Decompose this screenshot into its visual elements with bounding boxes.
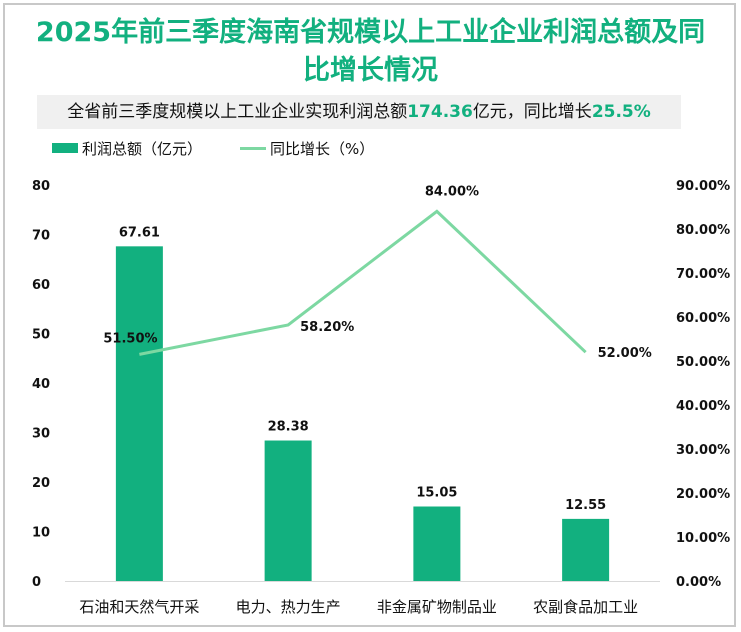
subtitle-total-value: 174.36 xyxy=(407,102,473,122)
left-axis-tick: 10 xyxy=(32,526,50,541)
category-label: 石油和天然气开采 xyxy=(79,598,199,616)
line-value-label: 84.00% xyxy=(425,184,479,199)
subtitle-growth-value: 25.5% xyxy=(591,102,651,122)
chart-frame xyxy=(3,3,736,627)
legend-line-label: 同比增长（%） xyxy=(270,139,375,158)
right-axis-tick: 0.00% xyxy=(676,575,721,590)
subtitle-prefix: 全省前三季度规模以上工业企业实现利润总额 xyxy=(67,102,408,122)
bar xyxy=(115,246,163,581)
bar-value-label: 28.38 xyxy=(268,420,309,435)
bar-value-label: 67.61 xyxy=(119,225,160,240)
legend-line-swatch xyxy=(240,146,267,150)
line-value-label: 52.00% xyxy=(598,346,652,361)
bar xyxy=(264,440,312,581)
left-axis-tick: 20 xyxy=(32,476,50,491)
bar-value-label: 12.55 xyxy=(565,498,606,513)
left-axis-tick: 60 xyxy=(32,278,50,293)
right-axis-tick: 60.00% xyxy=(676,311,730,326)
legend-bar-swatch xyxy=(52,143,78,153)
left-axis-tick: 50 xyxy=(32,328,50,343)
bar xyxy=(562,518,610,581)
category-label: 非金属矿物制品业 xyxy=(377,598,497,616)
legend-bar-label: 利润总额（亿元） xyxy=(82,139,203,158)
category-label: 农副食品加工业 xyxy=(533,598,638,616)
growth-line xyxy=(139,209,587,356)
subtitle-box: 全省前三季度规模以上工业企业实现利润总额174.36亿元，同比增长25.5% xyxy=(37,95,681,129)
line-value-label: 58.20% xyxy=(300,320,354,335)
category-label: 电力、热力生产 xyxy=(236,598,341,616)
left-axis-tick: 70 xyxy=(32,229,50,244)
right-axis-tick: 50.00% xyxy=(676,355,730,370)
legend: 利润总额（亿元） 同比增长（%） xyxy=(52,138,374,158)
right-axis-tick: 30.00% xyxy=(676,443,730,458)
title-line-2: 比增长情况 xyxy=(303,55,438,86)
right-axis-tick: 40.00% xyxy=(676,399,730,414)
right-axis-tick: 90.00% xyxy=(676,179,730,194)
right-axis-tick: 80.00% xyxy=(676,223,730,238)
left-axis-tick: 0 xyxy=(32,575,41,590)
left-axis-tick: 30 xyxy=(32,427,50,442)
left-axis-tick: 80 xyxy=(32,179,50,194)
bar-value-label: 15.05 xyxy=(416,486,457,501)
right-axis-tick: 10.00% xyxy=(676,531,730,546)
bar xyxy=(413,506,461,581)
line-value-label: 51.50% xyxy=(103,331,157,346)
right-axis-tick: 20.00% xyxy=(676,487,730,502)
subtitle-mid: 亿元，同比增长 xyxy=(472,102,592,122)
right-axis-tick: 70.00% xyxy=(676,267,730,282)
subtitle: 全省前三季度规模以上工业企业实现利润总额174.36亿元，同比增长25.5% xyxy=(37,95,681,129)
chart-title: 2025年前三季度海南省规模以上工业企业利润总额及同 比增长情况 xyxy=(0,14,741,90)
left-axis-tick: 40 xyxy=(32,377,50,392)
title-line-1: 2025年前三季度海南省规模以上工业企业利润总额及同 xyxy=(35,17,706,48)
